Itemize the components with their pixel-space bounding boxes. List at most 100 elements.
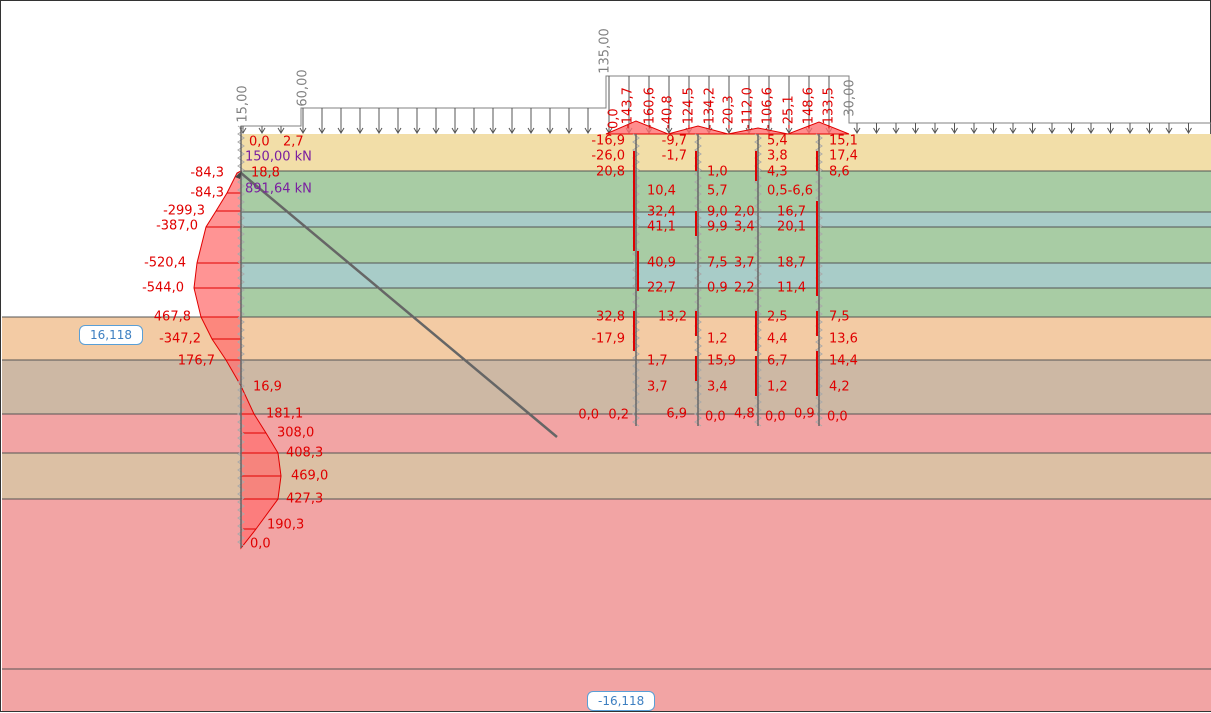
wall-moment-label: 427,3: [286, 492, 323, 507]
pile-moment-label: 20,1: [777, 220, 806, 235]
pile-moment-label: 41,1: [647, 220, 676, 235]
pile-moment-label: 11,4: [777, 281, 806, 296]
arrowhead-icon: [258, 127, 266, 134]
pile-moment-label: 1,0: [707, 165, 728, 180]
wall-moment-label: 18,8: [251, 166, 280, 181]
soil-layer: [241, 263, 1211, 288]
arrowhead-icon: [931, 127, 939, 134]
arrowhead-icon: [1029, 127, 1036, 134]
pile-moment-label: 3,7: [647, 380, 668, 395]
pile-moment-label: 40,9: [647, 256, 676, 271]
pile-moment-label: 17,4: [829, 149, 858, 164]
pile-moment-label: 16,7: [777, 205, 806, 220]
wall-moment-label: -520,4: [144, 256, 186, 271]
pile-moment-label: 18,7: [777, 256, 806, 271]
wall-moment-label: 181,1: [266, 407, 303, 422]
arrowhead-icon: [546, 127, 554, 134]
arrowhead-icon: [337, 127, 345, 134]
pile-moment-label: 9,0: [707, 205, 728, 220]
soil-layer: [2, 317, 1211, 360]
load-value-label: 15,00: [236, 85, 251, 122]
wall-moment-label: -347,2: [159, 332, 201, 347]
pile-moment-label: 22,7: [647, 281, 676, 296]
pile-moment-label: 0,5-6,6: [767, 184, 813, 199]
arrowhead-icon: [912, 127, 919, 134]
pile-moment-label: 5,7: [707, 184, 728, 199]
wall-moment-label: 190,3: [267, 518, 304, 533]
arrowhead-icon: [432, 127, 440, 134]
load-value-label: 60,00: [296, 69, 311, 106]
raft-moment-label: -133,5: [822, 87, 837, 129]
load-value-label: 30,00: [843, 79, 858, 116]
soil-layer: [2, 499, 1211, 711]
arrowhead-icon: [318, 127, 326, 134]
pile-moment-label: 0,0: [765, 410, 786, 425]
wall-moment-label: 0,0: [249, 135, 270, 150]
pile-moment-label: 15,9: [707, 354, 736, 369]
wall-moment-label: 308,0: [277, 426, 314, 441]
arrowhead-icon: [451, 127, 459, 134]
arrowhead-icon: [1068, 127, 1075, 134]
pile-moment-label: 4,2: [829, 380, 850, 395]
arrowhead-icon: [375, 127, 383, 134]
arrowhead-icon: [584, 127, 592, 134]
arrowhead-icon: [394, 127, 402, 134]
arrowhead-icon: [1009, 127, 1017, 134]
pile-moment-label: 0,0: [827, 410, 848, 425]
arrowhead-icon: [1048, 127, 1056, 134]
raft-moment-label: -20,3: [722, 95, 737, 129]
anchor-force-label: 150,00 kN: [245, 150, 312, 165]
pile-moment-label: 2,2: [734, 281, 755, 296]
arrowhead-icon: [970, 127, 978, 134]
pile-moment-label: 5,4: [767, 134, 788, 149]
pile-moment-label: 3,4: [734, 220, 755, 235]
pile-moment-label: 1,7: [647, 354, 668, 369]
raft-moment-label: -112,0: [741, 87, 756, 129]
water-level-lower-label[interactable]: -16,118: [587, 691, 656, 711]
raft-moment-label: -124,5: [682, 87, 697, 129]
pile-moment-label: 32,4: [647, 205, 676, 220]
arrowhead-icon: [665, 127, 673, 134]
pile-moment-label: -9,7: [662, 134, 687, 149]
arrowhead-icon: [1185, 127, 1192, 134]
arrowhead-icon: [785, 127, 793, 134]
anchor-head-icon: [235, 171, 242, 179]
wall-moment-label: -387,0: [156, 219, 198, 234]
raft-moment-label: -160,6: [643, 87, 658, 129]
wall-moment-label: 176,7: [178, 354, 215, 369]
arrowhead-icon: [1126, 127, 1134, 134]
pile-moment-label: 0,0: [578, 408, 599, 423]
pile-moment-label: 32,8: [596, 310, 625, 325]
water-level-upper-label[interactable]: 16,118: [79, 325, 143, 345]
pile-moment-label: -1,7: [662, 149, 687, 164]
arrowhead-icon: [873, 127, 880, 134]
arrowhead-icon: [725, 127, 733, 134]
raft-moment-diagram: [605, 120, 850, 135]
pile-moment-label: 13,6: [829, 332, 858, 347]
raft-moment-label: -106,6: [761, 87, 776, 129]
raft-moment-label: -143,7: [621, 87, 636, 129]
pile-moment-label: 0,2: [608, 408, 629, 423]
arrowhead-icon: [277, 127, 285, 134]
pile-moment-label: 20,8: [596, 165, 625, 180]
pile-moment-label: 15,1: [829, 134, 858, 149]
pile-moment-label: 4,3: [767, 165, 788, 180]
wall-moment-label: 467,8: [154, 310, 191, 325]
soil-layer: [2, 360, 1211, 414]
arrowhead-icon: [1146, 127, 1153, 134]
pile-moment-label: 0,0: [705, 410, 726, 425]
pile-moment-label: 0,9: [794, 407, 815, 422]
soil-layer: [241, 212, 1211, 227]
raft-moment-label: -148,6: [802, 87, 817, 129]
surface-load-outline: [240, 75, 1211, 134]
raft-moment-label: 0,0: [607, 108, 622, 129]
pile-moment-label: 2,0: [734, 205, 755, 220]
pile-moment-label: -26,0: [591, 149, 625, 164]
pile-moment-label: 3,8: [767, 149, 788, 164]
soil-layer: [2, 453, 1211, 499]
arrowhead-icon: [527, 127, 535, 134]
wall-moment-label: -544,0: [142, 281, 184, 296]
pile-moment-label: 13,2: [658, 310, 687, 325]
wall-moment-label: 0,0: [250, 537, 271, 552]
